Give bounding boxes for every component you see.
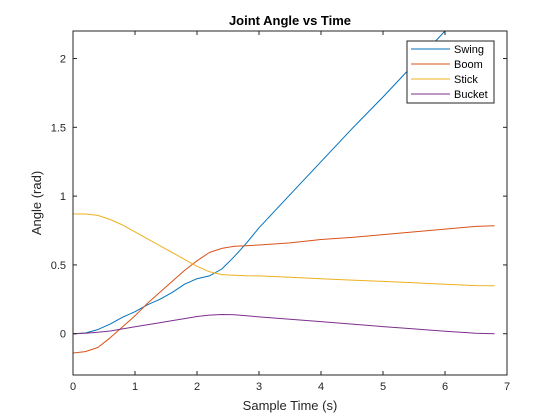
x-tick-label: 6 xyxy=(442,381,448,393)
x-tick-label: 5 xyxy=(380,381,386,393)
y-tick-label: 2 xyxy=(60,54,66,66)
y-tick-label: 0.5 xyxy=(51,260,66,272)
x-axis: 0 1 2 3 4 5 6 7 xyxy=(70,31,510,393)
legend-label-stick: Stick xyxy=(454,74,478,86)
y-axis-label: Angle (rad) xyxy=(29,171,44,235)
y-tick-label: 0 xyxy=(60,329,66,341)
series-line-swing xyxy=(73,31,446,335)
series-line-stick xyxy=(73,213,495,287)
x-tick-label: 0 xyxy=(70,381,76,393)
series-line-bucket xyxy=(73,314,495,335)
axes-box xyxy=(72,30,508,376)
y-axis: 0 0.5 1 1.5 2 xyxy=(51,54,507,341)
x-tick-label: 2 xyxy=(194,381,200,393)
series-line-boom xyxy=(73,225,495,354)
legend-label-swing: Swing xyxy=(454,44,484,56)
x-tick-label: 1 xyxy=(132,381,138,393)
chart-title: Joint Angle vs Time xyxy=(229,13,351,28)
x-tick-label: 7 xyxy=(504,381,510,393)
legend-box xyxy=(406,40,495,104)
series-layer xyxy=(73,31,495,354)
y-tick-label: 1.5 xyxy=(51,122,66,134)
legend-label-boom: Boom xyxy=(454,59,483,71)
legend: Swing Boom Stick Bucket xyxy=(406,40,495,104)
x-tick-label: 3 xyxy=(256,381,262,393)
y-tick-label: 1 xyxy=(60,191,66,203)
legend-label-bucket: Bucket xyxy=(454,89,488,101)
x-tick-label: 4 xyxy=(318,381,324,393)
x-axis-label: Sample Time (s) xyxy=(243,398,338,413)
